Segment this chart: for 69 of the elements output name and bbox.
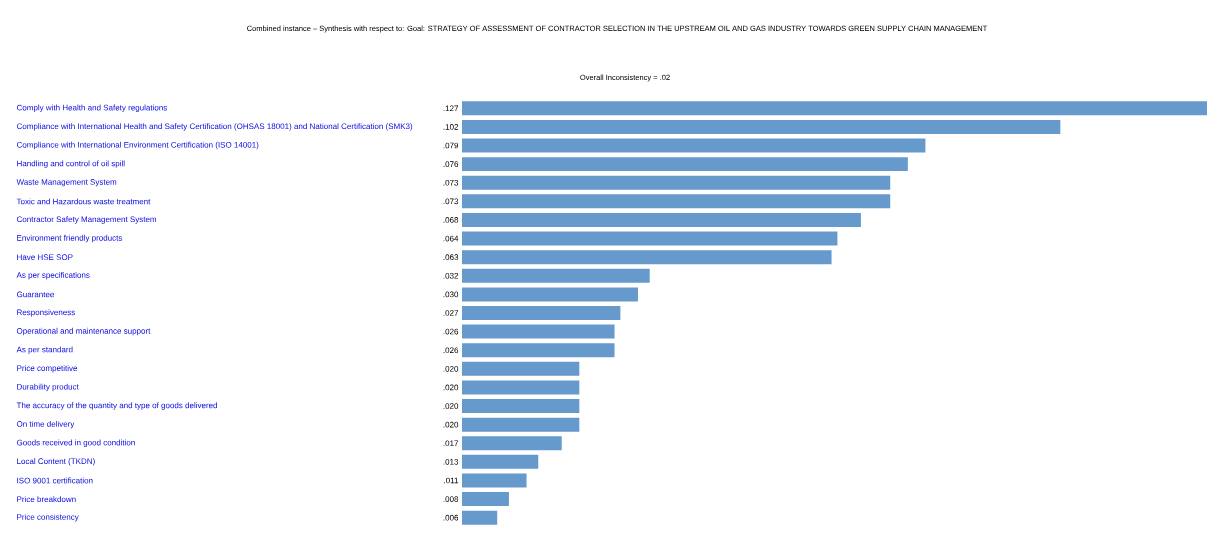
data-label: .006 — [443, 514, 459, 521]
data-label: .079 — [443, 142, 459, 149]
bar — [462, 305, 621, 320]
data-label: .030 — [443, 291, 459, 298]
y-tick-label: ISO 9001 certification — [17, 477, 93, 484]
y-tick-label: Compliance with International Health and Safety Certification (OHSAS 18001) and National Certification (SMK3) — [16, 123, 413, 131]
y-tick-label: Local Content (TKDN) — [17, 458, 95, 466]
bar — [462, 417, 580, 432]
data-label: .020 — [443, 365, 459, 372]
bar — [462, 473, 527, 488]
y-tick-label: On time delivery — [16, 420, 75, 429]
data-label: .068 — [443, 217, 459, 223]
y-tick-label: Compliance with International Environment Certification (ISO 14001) — [16, 141, 259, 150]
data-label: .020 — [443, 403, 459, 409]
bar — [462, 119, 1061, 134]
y-tick-label: Handling and control of oil spill — [17, 160, 125, 168]
bar — [462, 231, 838, 246]
data-label: .102 — [443, 124, 459, 130]
y-tick-label: Comply with Health and Safety regulations — [16, 104, 167, 113]
y-tick-label: Goods received in good condition — [16, 439, 135, 447]
data-label: .073 — [443, 179, 459, 186]
data-label: .013 — [443, 459, 459, 465]
bar — [462, 268, 650, 283]
bar — [462, 510, 498, 525]
data-label: .020 — [443, 384, 459, 391]
y-tick-label: The accuracy of the quantity and type of goods delivered — [16, 402, 218, 410]
bar — [462, 157, 908, 172]
y-tick-label: As per specifications — [16, 272, 90, 280]
y-tick-label: Price competitive — [17, 365, 78, 373]
bar — [462, 101, 1207, 116]
y-tick-label: Waste Management System — [16, 179, 117, 187]
data-label: .076 — [443, 161, 459, 167]
data-label: .017 — [443, 440, 459, 447]
data-label: .020 — [443, 421, 459, 428]
y-tick-label: As per standard — [16, 346, 73, 354]
y-tick-label: Price consistency — [17, 513, 79, 522]
data-label: .032 — [443, 272, 459, 279]
data-label: .008 — [443, 496, 459, 502]
bar — [462, 399, 580, 414]
y-tick-label: Price breakdown — [17, 496, 76, 503]
y-tick-label: Operational and maintenance support — [16, 327, 151, 336]
data-label: .026 — [443, 328, 459, 335]
bar — [462, 250, 832, 265]
bar — [462, 380, 580, 395]
bar — [462, 492, 509, 507]
bar — [462, 343, 615, 358]
bar — [462, 175, 891, 190]
data-label: .127 — [443, 105, 459, 112]
y-tick-label: Toxic and Hazardous waste treatment — [16, 198, 151, 205]
bar — [462, 138, 926, 153]
data-label: .027 — [443, 310, 459, 316]
y-tick-label: Environment friendly products — [17, 234, 123, 243]
data-label: .011 — [444, 477, 459, 484]
y-tick-label: Responsiveness — [17, 309, 75, 317]
bar — [462, 361, 580, 376]
bar — [462, 194, 891, 209]
y-tick-label: Contractor Safety Management System — [16, 216, 157, 224]
bar — [462, 324, 615, 339]
data-label: .064 — [443, 235, 459, 242]
y-tick-label: Have HSE SOP — [17, 254, 73, 260]
data-label: .073 — [443, 198, 459, 205]
bar — [462, 287, 638, 302]
y-tick-label: Guarantee — [16, 291, 54, 298]
data-label: .026 — [443, 347, 459, 354]
y-tick-label: Durability product — [17, 383, 79, 392]
bar — [462, 454, 539, 469]
bar — [462, 436, 562, 451]
data-label: .063 — [443, 254, 459, 260]
bar — [462, 212, 861, 227]
